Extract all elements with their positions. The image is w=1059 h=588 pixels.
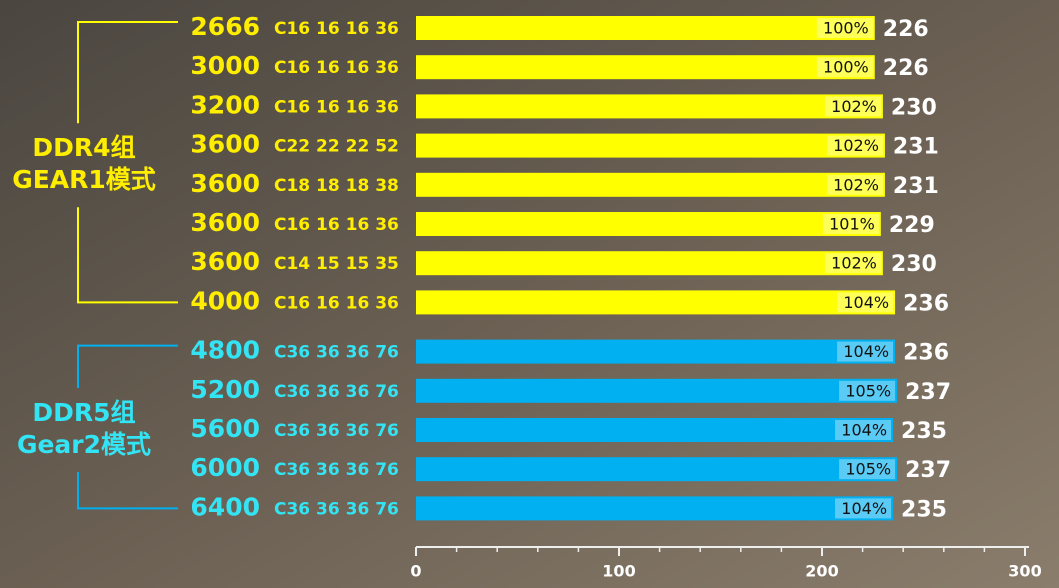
value-label: 230 xyxy=(891,252,937,277)
bar xyxy=(416,378,898,403)
percent-bg xyxy=(839,380,896,401)
bar xyxy=(416,55,875,80)
percent-bg xyxy=(839,459,896,480)
bar xyxy=(416,290,896,315)
group-label: GEAR1模式 xyxy=(12,165,156,194)
speed-label: 3000 xyxy=(190,51,260,80)
value-label: 226 xyxy=(883,17,929,42)
percent-label: 102% xyxy=(831,97,877,116)
speed-label: 5600 xyxy=(190,414,260,443)
speed-label: 3600 xyxy=(190,130,260,159)
group-label: DDR4组 xyxy=(32,133,135,162)
bar xyxy=(416,212,881,236)
timing-label: C16 16 16 36 xyxy=(274,215,399,235)
speed-label: 3600 xyxy=(190,208,260,237)
percent-bg xyxy=(822,214,879,234)
value-label: 237 xyxy=(905,380,951,405)
x-tick-label: 0 xyxy=(410,562,421,581)
timing-label: C18 18 18 38 xyxy=(274,176,399,196)
percent-label: 102% xyxy=(831,254,877,273)
speed-label: 3600 xyxy=(190,247,260,276)
value-label: 226 xyxy=(883,56,929,81)
timing-label: C36 36 36 76 xyxy=(274,382,399,402)
bar xyxy=(416,418,894,442)
percent-bg xyxy=(835,498,892,519)
value-label: 230 xyxy=(891,95,937,120)
bar xyxy=(416,172,885,197)
bar xyxy=(416,496,894,521)
percent-label: 101% xyxy=(829,215,875,234)
bar xyxy=(416,251,883,276)
percent-label: 100% xyxy=(823,58,869,77)
percent-label: 100% xyxy=(823,19,869,38)
value-label: 235 xyxy=(901,419,947,444)
percent-label: 104% xyxy=(843,342,889,361)
bar xyxy=(416,16,875,40)
percent-label: 105% xyxy=(845,381,891,400)
value-label: 231 xyxy=(893,135,939,160)
percent-label: 104% xyxy=(841,421,887,440)
speed-label: 4800 xyxy=(190,336,260,365)
speed-label: 4000 xyxy=(190,286,260,315)
bar xyxy=(416,94,883,119)
bar xyxy=(416,339,896,364)
value-label: 236 xyxy=(903,341,949,366)
speed-label: 6400 xyxy=(190,492,260,521)
timing-label: C22 22 22 52 xyxy=(274,137,399,157)
timing-label: C36 36 36 76 xyxy=(274,421,399,441)
percent-label: 104% xyxy=(841,499,887,518)
timing-label: C36 36 36 76 xyxy=(274,460,399,480)
percent-bg xyxy=(824,96,881,117)
percent-bg xyxy=(826,174,883,195)
x-tick-label: 200 xyxy=(805,562,838,581)
percent-label: 104% xyxy=(843,293,889,312)
percent-bg xyxy=(837,292,894,313)
group-label: DDR5组 xyxy=(32,398,135,427)
timing-label: C16 16 16 36 xyxy=(274,293,399,313)
percent-bg xyxy=(835,420,892,440)
value-label: 229 xyxy=(889,213,935,238)
group-bracket xyxy=(77,344,178,510)
percent-bg xyxy=(816,18,873,38)
timing-label: C16 16 16 36 xyxy=(274,97,399,117)
percent-label: 102% xyxy=(833,136,879,155)
group-bracket xyxy=(77,21,178,304)
speed-label: 3200 xyxy=(190,90,260,119)
group-label: Gear2模式 xyxy=(17,430,151,459)
speed-label: 2666 xyxy=(190,12,260,41)
value-label: 236 xyxy=(903,291,949,316)
timing-label: C36 36 36 76 xyxy=(274,499,399,519)
speed-label: 3600 xyxy=(190,169,260,198)
value-label: 231 xyxy=(893,174,939,199)
x-tick-label: 300 xyxy=(1008,562,1041,581)
value-label: 237 xyxy=(905,458,951,483)
percent-label: 105% xyxy=(845,460,891,479)
bar xyxy=(416,133,885,158)
percent-label: 102% xyxy=(833,175,879,194)
timing-label: C14 15 15 35 xyxy=(274,254,399,274)
timing-label: C16 16 16 36 xyxy=(274,19,399,39)
speed-label: 5200 xyxy=(190,375,260,404)
x-tick-label: 100 xyxy=(602,562,635,581)
timing-label: C36 36 36 76 xyxy=(274,343,399,363)
bar xyxy=(416,457,898,482)
speed-label: 6000 xyxy=(190,453,260,482)
percent-bg xyxy=(824,253,881,274)
timing-label: C16 16 16 36 xyxy=(274,58,399,78)
percent-bg xyxy=(826,135,883,156)
value-label: 235 xyxy=(901,497,947,522)
percent-bg xyxy=(837,341,894,362)
percent-bg xyxy=(816,57,873,78)
